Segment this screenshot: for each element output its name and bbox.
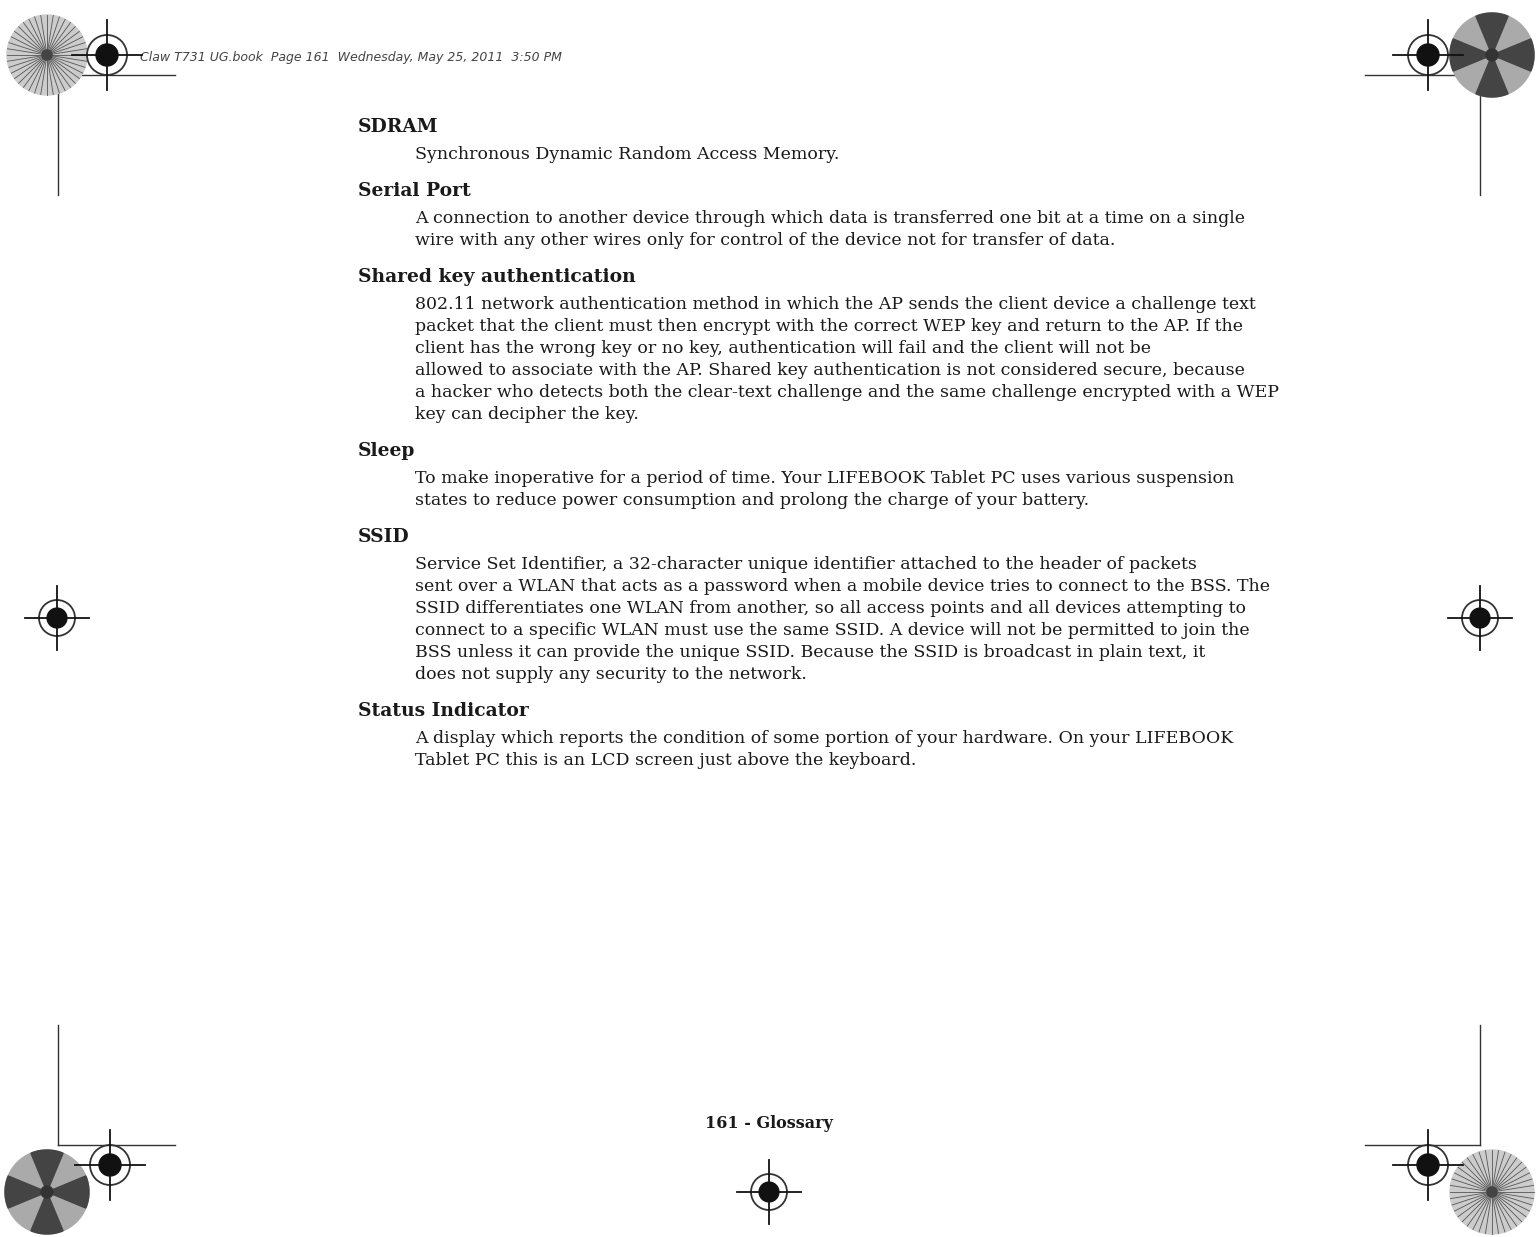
Text: Synchronous Dynamic Random Access Memory.: Synchronous Dynamic Random Access Memory… <box>415 146 840 163</box>
Circle shape <box>1470 609 1490 628</box>
Polygon shape <box>31 1150 63 1192</box>
Text: connect to a specific WLAN must use the same SSID. A device will not be permitte: connect to a specific WLAN must use the … <box>415 622 1249 640</box>
Circle shape <box>95 45 118 66</box>
Circle shape <box>760 1183 778 1202</box>
Text: client has the wrong key or no key, authentication will fail and the client will: client has the wrong key or no key, auth… <box>415 340 1150 357</box>
Text: a hacker who detects both the clear-text challenge and the same challenge encryp: a hacker who detects both the clear-text… <box>415 383 1280 401</box>
Text: 802.11 network authentication method in which the AP sends the client device a c: 802.11 network authentication method in … <box>415 296 1255 313</box>
Text: packet that the client must then encrypt with the correct WEP key and return to : packet that the client must then encrypt… <box>415 318 1243 335</box>
Circle shape <box>1416 45 1440 66</box>
Circle shape <box>42 49 52 61</box>
Text: does not supply any security to the network.: does not supply any security to the netw… <box>415 666 807 683</box>
Text: wire with any other wires only for control of the device not for transfer of dat: wire with any other wires only for contr… <box>415 233 1115 249</box>
Text: A display which reports the condition of some portion of your hardware. On your : A display which reports the condition of… <box>415 730 1233 747</box>
Polygon shape <box>1476 14 1509 54</box>
Circle shape <box>1416 1154 1440 1176</box>
Text: Claw T731 UG.book  Page 161  Wednesday, May 25, 2011  3:50 PM: Claw T731 UG.book Page 161 Wednesday, Ma… <box>140 52 561 64</box>
Polygon shape <box>31 1192 63 1235</box>
Text: A connection to another device through which data is transferred one bit at a ti: A connection to another device through w… <box>415 210 1244 228</box>
Polygon shape <box>1476 54 1509 96</box>
Text: Tablet PC this is an LCD screen just above the keyboard.: Tablet PC this is an LCD screen just abo… <box>415 752 917 769</box>
Polygon shape <box>5 1176 48 1209</box>
Text: Sleep: Sleep <box>358 442 415 460</box>
Text: Serial Port: Serial Port <box>358 182 471 200</box>
Circle shape <box>48 609 66 628</box>
Circle shape <box>8 15 88 95</box>
Text: SSID: SSID <box>358 528 409 546</box>
Circle shape <box>5 1150 89 1235</box>
Circle shape <box>1486 49 1498 61</box>
Circle shape <box>98 1154 122 1176</box>
Text: states to reduce power consumption and prolong the charge of your battery.: states to reduce power consumption and p… <box>415 492 1089 508</box>
Text: key can decipher the key.: key can decipher the key. <box>415 406 638 423</box>
Polygon shape <box>1492 38 1533 71</box>
Circle shape <box>42 1186 52 1197</box>
Polygon shape <box>1450 38 1492 71</box>
Text: To make inoperative for a period of time. Your LIFEBOOK Tablet PC uses various s: To make inoperative for a period of time… <box>415 470 1235 487</box>
Text: 161 - Glossary: 161 - Glossary <box>704 1115 834 1132</box>
Text: SSID differentiates one WLAN from another, so all access points and all devices : SSID differentiates one WLAN from anothe… <box>415 600 1246 617</box>
Text: allowed to associate with the AP. Shared key authentication is not considered se: allowed to associate with the AP. Shared… <box>415 362 1244 379</box>
Circle shape <box>1450 14 1533 96</box>
Circle shape <box>1450 1150 1533 1235</box>
Text: Shared key authentication: Shared key authentication <box>358 268 635 286</box>
Text: BSS unless it can provide the unique SSID. Because the SSID is broadcast in plai: BSS unless it can provide the unique SSI… <box>415 644 1206 661</box>
Circle shape <box>1487 1188 1496 1197</box>
Text: Status Indicator: Status Indicator <box>358 703 529 720</box>
Text: SDRAM: SDRAM <box>358 118 438 136</box>
Text: sent over a WLAN that acts as a password when a mobile device tries to connect t: sent over a WLAN that acts as a password… <box>415 578 1270 595</box>
Polygon shape <box>48 1176 89 1209</box>
Text: Service Set Identifier, a 32-character unique identifier attached to the header : Service Set Identifier, a 32-character u… <box>415 555 1197 573</box>
